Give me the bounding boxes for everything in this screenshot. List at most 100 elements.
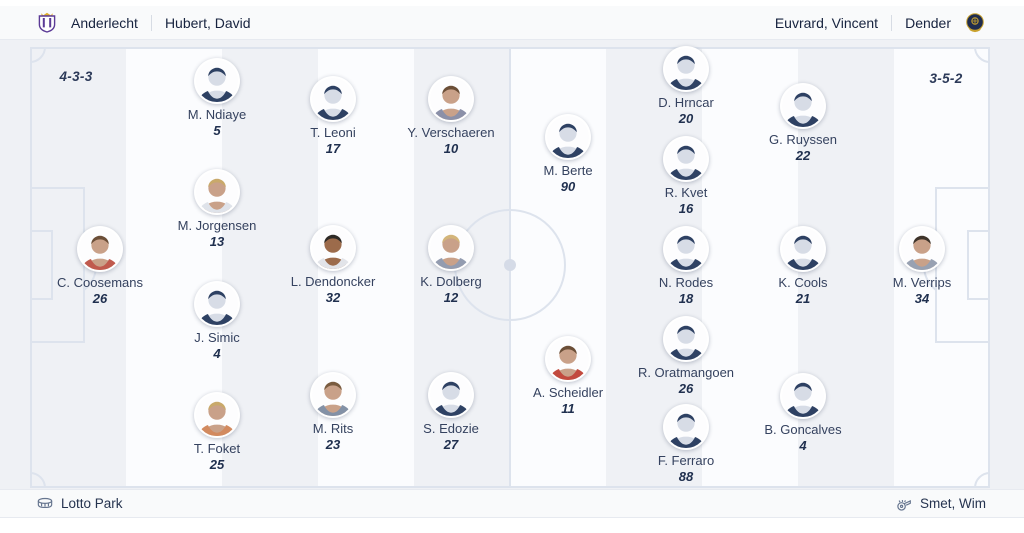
player-name: D. Hrncar [658, 95, 714, 110]
player-name: B. Goncalves [764, 422, 842, 437]
player-name: C. Coosemans [57, 275, 143, 290]
player-number: 32 [325, 290, 341, 305]
player[interactable]: R. Oratmangoen 26 [626, 316, 746, 397]
player-number: 16 [678, 201, 694, 216]
player-avatar [77, 226, 123, 272]
header-bar: Anderlecht Hubert, David Euvrard, Vincen… [0, 6, 1024, 40]
player[interactable]: C. Coosemans 26 [40, 226, 160, 307]
player-number: 27 [443, 437, 459, 452]
away-team-header: Euvrard, Vincent Dender [775, 12, 986, 34]
player-avatar [428, 76, 474, 122]
venue-info: Lotto Park [36, 495, 123, 513]
player[interactable]: M. Berte 90 [508, 114, 628, 195]
player-name: K. Dolberg [420, 274, 482, 289]
home-coach-name[interactable]: Hubert, David [164, 14, 251, 31]
player[interactable]: J. Simic 4 [157, 281, 277, 362]
player-name: A. Scheidler [532, 385, 604, 400]
player[interactable]: D. Hrncar 20 [626, 46, 746, 127]
player-name: J. Simic [194, 330, 240, 345]
dender-logo[interactable] [964, 12, 986, 34]
home-team-name[interactable]: Anderlecht [71, 14, 138, 31]
player-number: 18 [678, 291, 694, 306]
player-number: 23 [325, 437, 341, 452]
player[interactable]: Y. Verschaeren 10 [391, 76, 511, 157]
player-name: K. Cools [778, 275, 828, 290]
referee-name: Smet, Wim [920, 496, 986, 511]
player-avatar [545, 114, 591, 160]
player-avatar [663, 46, 709, 92]
player-avatar [780, 83, 826, 129]
home-formation-label: 4-3-3 [59, 69, 93, 84]
player-avatar [663, 404, 709, 450]
player[interactable]: M. Ndiaye 5 [157, 58, 277, 139]
player-number: 90 [560, 179, 576, 194]
player[interactable]: M. Rits 23 [273, 372, 393, 453]
player-avatar [310, 225, 356, 271]
player[interactable]: F. Ferraro 88 [626, 404, 746, 485]
anderlecht-logo[interactable] [36, 12, 58, 34]
player-avatar [780, 226, 826, 272]
player[interactable]: K. Cools 21 [743, 226, 863, 307]
player-name: G. Ruyssen [769, 132, 837, 147]
player[interactable]: B. Goncalves 4 [743, 373, 863, 454]
player[interactable]: T. Leoni 17 [273, 76, 393, 157]
player-name: T. Foket [193, 441, 241, 456]
player-number: 26 [92, 291, 108, 306]
player[interactable]: G. Ruyssen 22 [743, 83, 863, 164]
pitch: 4-3-3 3-5-2 C. Coosemans 26 M. Ndiaye 5 … [0, 40, 1024, 489]
player-avatar [194, 58, 240, 104]
away-formation-label: 3-5-2 [929, 71, 963, 86]
whistle-icon [895, 495, 913, 513]
player-avatar [310, 372, 356, 418]
stadium-icon [36, 495, 54, 513]
player-name: N. Rodes [658, 275, 714, 290]
player-name: S. Edozie [423, 421, 479, 436]
player-number: 11 [561, 401, 575, 416]
player-name: F. Ferraro [657, 453, 715, 468]
away-team-name[interactable]: Dender [905, 14, 951, 31]
player-number: 26 [678, 381, 694, 396]
player[interactable]: N. Rodes 18 [626, 226, 746, 307]
player-avatar [663, 226, 709, 272]
player-avatar [194, 281, 240, 327]
player-name: M. Jorgensen [177, 218, 257, 233]
player-name: R. Oratmangoen [637, 365, 735, 380]
player-number: 5 [213, 123, 221, 138]
header-divider [891, 14, 893, 31]
player-name: L. Dendoncker [290, 274, 376, 289]
player-avatar [899, 226, 945, 272]
player-name: Y. Verschaeren [407, 125, 495, 140]
top-gap [0, 0, 1024, 6]
player-avatar [780, 373, 826, 419]
player[interactable]: M. Jorgensen 13 [157, 169, 277, 250]
player[interactable]: M. Verrips 34 [862, 226, 982, 307]
player[interactable]: T. Foket 25 [157, 392, 277, 473]
header-divider [150, 14, 152, 31]
player[interactable]: R. Kvet 16 [626, 136, 746, 217]
player-number: 10 [443, 141, 459, 156]
away-coach-name[interactable]: Euvrard, Vincent [774, 14, 879, 31]
player-avatar [194, 169, 240, 215]
footer-bar: Lotto Park Smet, Wim [0, 489, 1024, 518]
player-number: 21 [795, 291, 811, 306]
player-avatar [194, 392, 240, 438]
player-number: 13 [209, 234, 225, 249]
player-number: 22 [795, 148, 811, 163]
player-number: 34 [914, 291, 930, 306]
player[interactable]: K. Dolberg 12 [391, 225, 511, 306]
home-team-header: Anderlecht Hubert, David [36, 12, 251, 34]
venue-name: Lotto Park [61, 496, 123, 511]
player[interactable]: L. Dendoncker 32 [273, 225, 393, 306]
player-avatar [428, 225, 474, 271]
player-avatar [545, 336, 591, 382]
player-name: M. Berte [543, 163, 593, 178]
player-number: 4 [799, 438, 807, 453]
player[interactable]: A. Scheidler 11 [508, 336, 628, 417]
player[interactable]: S. Edozie 27 [391, 372, 511, 453]
player-name: M. Rits [312, 421, 354, 436]
player-number: 20 [678, 111, 694, 126]
player-name: M. Ndiaye [187, 107, 247, 122]
player-number: 25 [209, 457, 225, 472]
player-name: T. Leoni [310, 125, 356, 140]
